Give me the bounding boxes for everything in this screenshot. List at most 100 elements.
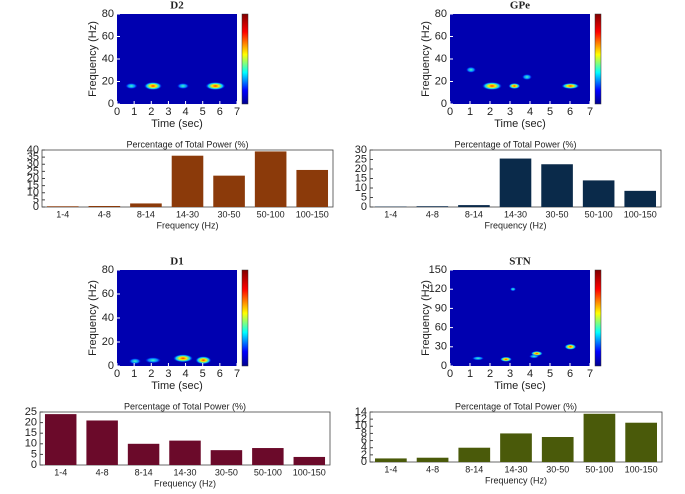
spectral-peak: [173, 354, 193, 362]
panel-title: D1: [170, 256, 183, 268]
spectral-peak: [195, 356, 211, 364]
y-tick-label: 40: [435, 53, 447, 65]
spectral-peak: [508, 83, 520, 89]
y-tick-label: 60: [435, 322, 447, 334]
bar: [213, 176, 245, 207]
y-tick-label: 20: [102, 75, 114, 87]
spectral-peak: [129, 358, 141, 364]
bar: [86, 420, 117, 465]
x-tick-label: 14-30: [176, 209, 199, 219]
x-tick-label: 4: [183, 368, 189, 380]
x-tick-label: 5: [200, 106, 206, 118]
y-tick-label: 90: [435, 302, 447, 314]
x-tick-label: 100-150: [296, 209, 329, 219]
x-tick-label: 30-50: [546, 209, 569, 219]
y-tick-label: 0: [441, 98, 447, 110]
panel-title: STN: [509, 256, 530, 268]
x-tick-label: 14-30: [504, 464, 527, 474]
x-tick-label: 7: [234, 368, 240, 380]
bar: [624, 191, 656, 207]
x-tick-label: 50-100: [257, 209, 285, 219]
x-axis-label: Frequency (Hz): [485, 475, 547, 485]
x-tick-label: 50-100: [585, 464, 613, 474]
bar: [252, 448, 283, 465]
x-tick-label: 30-50: [546, 464, 569, 474]
y-tick-label: 30: [435, 341, 447, 353]
x-tick-label: 5: [547, 368, 553, 380]
spectral-peak: [561, 83, 579, 89]
y-tick-label: 80: [102, 8, 114, 20]
y-tick-label: 14: [355, 406, 367, 418]
x-tick-label: 50-100: [585, 209, 613, 219]
colorbar: [595, 14, 601, 104]
x-tick-label: 3: [507, 368, 513, 380]
spectral-peak: [522, 74, 532, 80]
chart-title: Percentage of Total Power (%): [455, 401, 577, 411]
x-tick-label: 4-8: [98, 209, 111, 219]
spectral-peak: [466, 67, 476, 73]
bar: [89, 206, 121, 207]
x-axis-label: Frequency (Hz): [156, 220, 218, 230]
y-tick-label: 60: [102, 288, 114, 300]
x-tick-label: 1: [467, 368, 473, 380]
chart-title: Percentage of Total Power (%): [124, 401, 246, 411]
colorbar: [242, 270, 248, 366]
y-tick-label: 10: [25, 438, 37, 450]
y-tick-label: 60: [102, 30, 114, 42]
x-tick-label: 100-150: [293, 467, 326, 477]
bar: [130, 203, 162, 207]
x-tick-label: 1: [467, 106, 473, 118]
bar: [458, 205, 490, 207]
x-tick-label: 7: [587, 368, 593, 380]
x-axis-label: Time (sec): [494, 118, 546, 130]
x-tick-label: 1-4: [384, 464, 397, 474]
bar: [128, 444, 159, 465]
bar: [500, 159, 532, 207]
x-tick-label: 4-8: [96, 467, 109, 477]
y-axis-label: Frequency (Hz): [87, 280, 99, 356]
x-tick-label: 5: [200, 368, 206, 380]
x-tick-label: 6: [567, 368, 573, 380]
y-tick-label: 150: [429, 264, 447, 276]
spectrogram: [450, 270, 590, 366]
panel-title: D2: [170, 0, 184, 12]
colorbar: [595, 270, 601, 366]
y-tick-label: 0: [441, 360, 447, 372]
spectral-peak: [205, 82, 225, 90]
bar: [417, 206, 449, 207]
x-tick-label: 7: [587, 106, 593, 118]
bar: [583, 180, 615, 207]
x-tick-label: 1: [131, 368, 137, 380]
x-tick-label: 6: [217, 106, 223, 118]
chart-title: Percentage of Total Power (%): [127, 139, 249, 149]
x-tick-label: 14-30: [504, 209, 527, 219]
bar-chart: Percentage of Total Power (%)05101520251…: [25, 401, 330, 488]
x-tick-label: 30-50: [218, 209, 241, 219]
bar: [541, 164, 573, 207]
x-tick-label: 3: [165, 106, 171, 118]
x-tick-label: 4-8: [426, 464, 439, 474]
bar-chart: Percentage of Total Power (%)02468101214…: [355, 401, 662, 485]
x-tick-label: 2: [148, 106, 154, 118]
x-tick-label: 3: [165, 368, 171, 380]
y-tick-label: 40: [27, 144, 39, 156]
bar: [255, 151, 287, 207]
spectrogram: [450, 14, 590, 104]
x-tick-label: 4: [183, 106, 189, 118]
x-tick-label: 1-4: [56, 209, 69, 219]
spectral-peak: [529, 354, 539, 358]
spectrogram: [117, 270, 237, 366]
y-tick-label: 80: [102, 264, 114, 276]
bar-chart: Percentage of Total Power (%)05101520253…: [355, 139, 661, 230]
bar: [172, 156, 204, 207]
x-tick-label: 4: [527, 368, 533, 380]
bar: [211, 450, 242, 465]
x-tick-label: 4: [527, 106, 533, 118]
spectral-peak: [144, 82, 162, 90]
y-axis-label: Frequency (Hz): [420, 21, 432, 97]
x-tick-label: 50-100: [254, 467, 282, 477]
y-tick-label: 40: [102, 312, 114, 324]
x-tick-label: 8-14: [465, 209, 483, 219]
